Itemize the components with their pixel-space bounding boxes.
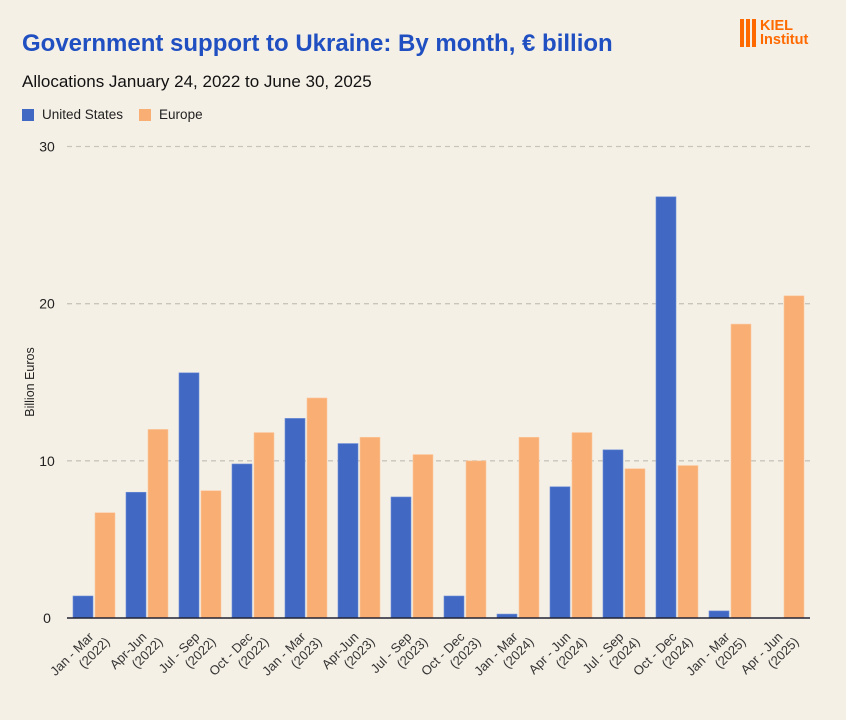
x-tick-label: Apr - Jun(2024) — [526, 624, 590, 688]
legend-label: United States — [42, 107, 124, 122]
x-tick-label: Jan - Mar(2024) — [471, 624, 537, 690]
bar-united-states — [125, 491, 147, 619]
x-tick-label: Jan - Mar(2023) — [259, 624, 325, 690]
y-axis-title: Billion Euros — [23, 347, 37, 416]
x-tick-label: Jul - Sep(2024) — [580, 624, 643, 687]
bar-europe — [94, 512, 116, 619]
bar-united-states — [390, 496, 412, 619]
legend-swatch-europe — [139, 108, 152, 121]
legend-label: Europe — [159, 107, 203, 122]
x-tick-label: Apr-Jun(2022) — [107, 624, 166, 683]
bar-europe — [306, 397, 328, 619]
bar-united-states — [284, 418, 306, 619]
bar-europe — [465, 460, 487, 619]
x-tick-label: Oct - Dec(2023) — [418, 624, 484, 690]
bar-united-states — [655, 196, 677, 619]
bar-europe — [412, 454, 434, 619]
bar-europe — [200, 490, 222, 619]
bar-europe — [677, 465, 699, 619]
bar-europe — [624, 468, 646, 619]
legend-item-united-states[interactable]: United States — [22, 107, 123, 122]
chart-title: Government support to Ukraine: By month,… — [22, 30, 613, 57]
bar-united-states — [231, 463, 253, 619]
x-tick-label: Oct - Dec(2022) — [206, 624, 272, 690]
chart-subtitle: Allocations January 24, 2022 to June 30,… — [22, 72, 372, 91]
legend: United States Europe — [22, 107, 203, 122]
bar-united-states — [337, 443, 359, 619]
x-tick-label: Oct - Dec(2024) — [630, 624, 696, 690]
bar-europe — [518, 436, 540, 619]
bar-europe — [359, 436, 381, 619]
logo-mark-icon — [740, 19, 756, 47]
x-tick-label: Apr-Jun(2023) — [319, 624, 378, 683]
bar-united-states — [178, 372, 200, 619]
x-tick-label: Apr - Jun(2025) — [738, 624, 802, 688]
legend-item-europe[interactable]: Europe — [139, 107, 203, 122]
y-tick-label: 0 — [43, 610, 51, 626]
bar-europe — [571, 432, 593, 619]
bar-united-states — [602, 449, 624, 619]
bar-united-states — [549, 486, 571, 619]
x-tick-label: Jul - Sep(2022) — [156, 624, 219, 687]
y-tick-label: 20 — [39, 296, 55, 312]
y-tick-label: 10 — [39, 453, 55, 469]
legend-swatch-united-states — [22, 108, 34, 121]
x-tick-label: Jan - Mar(2022) — [47, 624, 113, 690]
bar-europe — [253, 432, 275, 619]
logo-text-line: Institut — [760, 32, 809, 48]
bar-united-states — [72, 595, 94, 619]
kiel-institut-logo: KIEL Institut — [740, 19, 808, 47]
x-tick-label: Jan - Mar(2025) — [683, 624, 749, 690]
y-tick-label: 30 — [39, 139, 55, 155]
x-tick-label: Jul - Sep(2023) — [368, 624, 431, 687]
bar-europe — [147, 429, 169, 619]
bar-europe — [783, 295, 805, 619]
logo-text-line: KIEL — [760, 18, 794, 34]
bar-united-states — [708, 610, 730, 619]
bar-europe — [730, 323, 752, 619]
bar-united-states — [443, 595, 465, 619]
